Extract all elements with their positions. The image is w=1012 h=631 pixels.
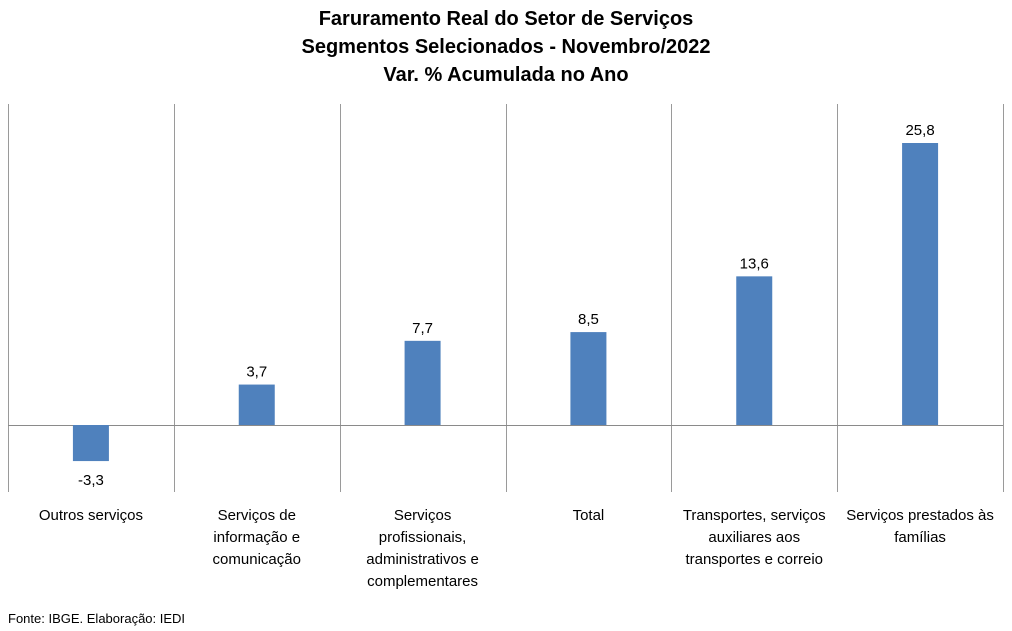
category-label: Serviços prestados às <box>846 507 994 524</box>
source-note: Fonte: IBGE. Elaboração: IEDI <box>8 611 186 626</box>
category-label: Transportes, serviços <box>683 507 826 524</box>
category-label: informação e <box>213 529 300 546</box>
data-label: 3,7 <box>246 364 267 381</box>
category-label: profissionais, <box>379 529 467 546</box>
bar <box>736 276 773 425</box>
category-label: complementares <box>367 573 478 590</box>
category-label: auxiliares aos <box>708 529 800 546</box>
category-label: famílias <box>894 529 946 546</box>
category-label: Serviços de <box>218 507 296 524</box>
category-label: Serviços <box>394 507 452 524</box>
bar <box>238 384 275 425</box>
bar <box>404 340 441 425</box>
bar <box>902 143 939 425</box>
category-label: Total <box>573 507 605 524</box>
data-label: 8,5 <box>578 311 599 328</box>
category-label: transportes e correio <box>685 551 823 568</box>
chart-title-line-2: Segmentos Selecionados - Novembro/2022 <box>301 36 711 58</box>
bar <box>72 425 109 462</box>
category-label: administrativos e <box>366 551 479 568</box>
data-label: 7,7 <box>412 320 433 337</box>
data-label: 13,6 <box>740 255 769 272</box>
chart-title-line-3: Var. % Acumulada no Ano <box>383 64 629 86</box>
bar-chart: -3,3 Outros serviços 3,7 Serviços de informa… <box>8 104 1004 590</box>
bar <box>570 332 607 425</box>
data-label: 25,8 <box>905 122 934 139</box>
data-label: -3,3 <box>78 472 104 489</box>
category-label: Outros serviços <box>39 507 143 524</box>
chart-title-line-1: Faruramento Real do Setor de Serviços <box>318 8 694 30</box>
category-label: comunicação <box>213 551 301 568</box>
